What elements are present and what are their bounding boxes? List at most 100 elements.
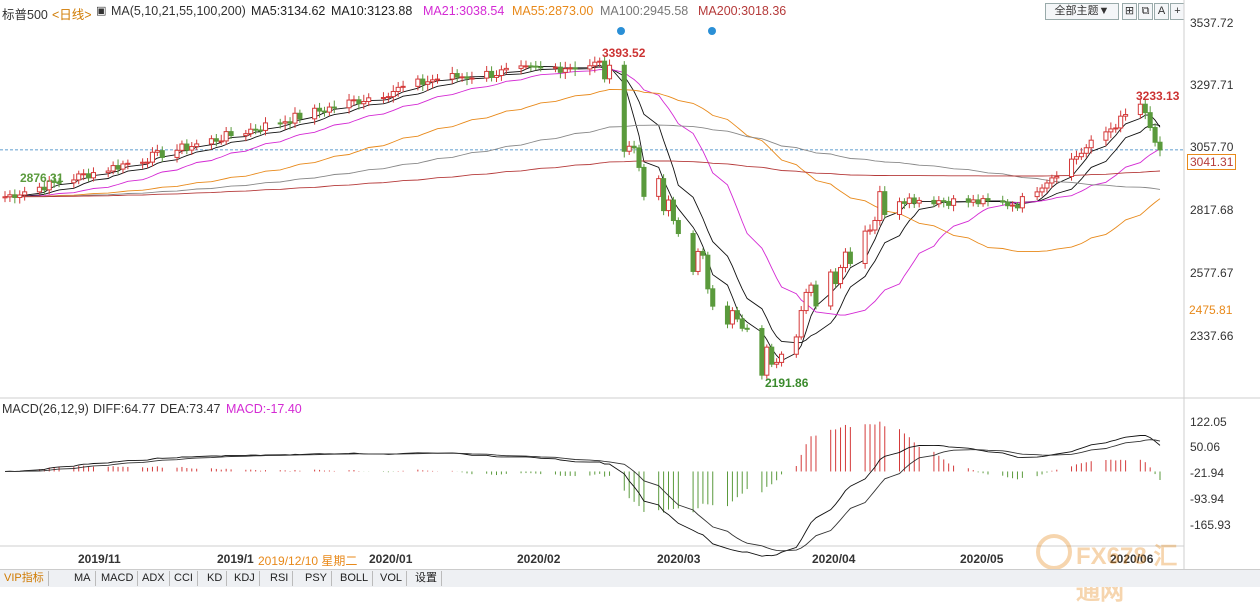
tab-cci[interactable]: CCI — [170, 571, 198, 586]
candlesticks — [2, 55, 1163, 380]
tab-adx[interactable]: ADX — [138, 571, 170, 586]
candle-body — [1000, 200, 1006, 203]
candle-body — [179, 143, 185, 151]
date-tick: 2020/01 — [369, 552, 413, 566]
candle-body — [980, 198, 986, 205]
tab-psy[interactable]: PSY — [301, 571, 333, 586]
macd-label: MACD(26,12,9) — [2, 402, 89, 416]
candle-body — [700, 250, 706, 256]
tab-vol[interactable]: VOL — [376, 571, 408, 586]
event-dot[interactable] — [708, 27, 716, 35]
candle-body — [941, 200, 947, 203]
indicator-tabs: VIP指标 MA MACD ADX CCI KD KDJ RSI PSY BOL… — [0, 569, 1260, 587]
candle-body — [503, 67, 509, 71]
tab-ma[interactable]: MA — [70, 571, 96, 586]
candle-body — [12, 194, 18, 199]
candle-body — [626, 145, 632, 152]
candle-body — [86, 173, 92, 179]
tab-macd[interactable]: MACD — [97, 571, 139, 586]
candle-body — [81, 173, 87, 176]
candle-body — [803, 291, 809, 312]
candle-body — [882, 191, 888, 215]
candle-body — [144, 161, 151, 164]
candle-body — [228, 131, 234, 137]
candle-body — [71, 179, 77, 184]
candle-body — [282, 121, 288, 124]
candle-body — [828, 271, 834, 307]
low-price-tag: 2475.81 — [1189, 303, 1233, 317]
candle-body — [90, 172, 97, 179]
candle-body — [317, 107, 323, 112]
candle-body — [533, 65, 539, 68]
ma21-line — [4, 68, 1161, 316]
price-chart[interactable] — [0, 0, 1260, 586]
candle-body — [572, 67, 578, 70]
candle-body — [366, 97, 372, 102]
text-icon[interactable]: A — [1154, 3, 1169, 20]
macd-tick: 122.05 — [1190, 415, 1227, 429]
candle-body — [243, 133, 249, 137]
price-tick: 3537.72 — [1190, 16, 1234, 30]
period-label[interactable]: <日线> — [52, 8, 92, 22]
candle-body — [489, 70, 495, 78]
candle-body — [985, 198, 991, 202]
candle-body — [459, 76, 465, 79]
price-tick: 2577.67 — [1190, 266, 1234, 280]
low-annotation: 2191.86 — [765, 376, 809, 390]
candle-body — [813, 284, 819, 307]
macd-tick: -93.94 — [1190, 492, 1225, 506]
candle-body — [695, 250, 701, 272]
candle-body — [734, 310, 740, 320]
candle-body — [896, 201, 903, 215]
tab-boll[interactable]: BOLL — [336, 571, 374, 586]
ma55-value: MA55:2873.00 — [512, 4, 594, 18]
tab-vip[interactable]: VIP指标 — [0, 571, 49, 586]
candle-body — [262, 122, 269, 131]
candle-body — [739, 318, 745, 329]
candle-body — [189, 146, 195, 151]
date-tick: 2020/05 — [960, 552, 1004, 566]
candle-body — [1118, 115, 1124, 129]
tab-kdj[interactable]: KDJ — [230, 571, 260, 586]
candle-body — [842, 251, 848, 269]
candle-body — [194, 143, 200, 148]
tab-settings[interactable]: 设置 — [411, 571, 442, 586]
tab-kd[interactable]: KD — [203, 571, 228, 586]
candle-body — [759, 328, 765, 376]
candle-body — [1113, 127, 1119, 130]
candle-body — [661, 178, 667, 212]
candle-body — [395, 86, 401, 92]
candle-body — [621, 64, 627, 152]
candle-body — [970, 199, 976, 203]
candle-body — [484, 70, 490, 79]
candle-body — [1054, 176, 1060, 179]
candle-body — [1103, 131, 1109, 141]
tab-rsi[interactable]: RSI — [266, 571, 294, 586]
candle-body — [105, 170, 111, 174]
plus-box-icon[interactable]: ⊞ — [1122, 3, 1137, 20]
candle-body — [538, 66, 544, 69]
date-tick: 2019/11 — [78, 552, 121, 566]
theme-select[interactable]: 全部主题▼ — [1045, 3, 1119, 20]
macd-tick: -165.93 — [1190, 518, 1231, 532]
candle-body — [312, 107, 318, 120]
candle-body — [287, 121, 293, 124]
candle-body — [1019, 196, 1025, 209]
candle-body — [218, 140, 224, 143]
candle-body — [159, 150, 165, 158]
candle-body — [208, 138, 214, 145]
candle-body — [975, 199, 981, 205]
candle-body — [41, 186, 47, 191]
candle-body — [1044, 182, 1050, 189]
restore-icon[interactable]: ⧉ — [1138, 3, 1153, 20]
candle-body — [951, 198, 957, 206]
dea-line — [4, 439, 1161, 552]
candle-body — [837, 267, 844, 285]
event-dot[interactable] — [617, 27, 625, 35]
candle-body — [808, 284, 814, 293]
candle-body — [1049, 177, 1055, 184]
candle-body — [356, 99, 362, 105]
candle-body — [587, 65, 593, 70]
candle-body — [946, 200, 952, 206]
candle-body — [449, 73, 455, 80]
